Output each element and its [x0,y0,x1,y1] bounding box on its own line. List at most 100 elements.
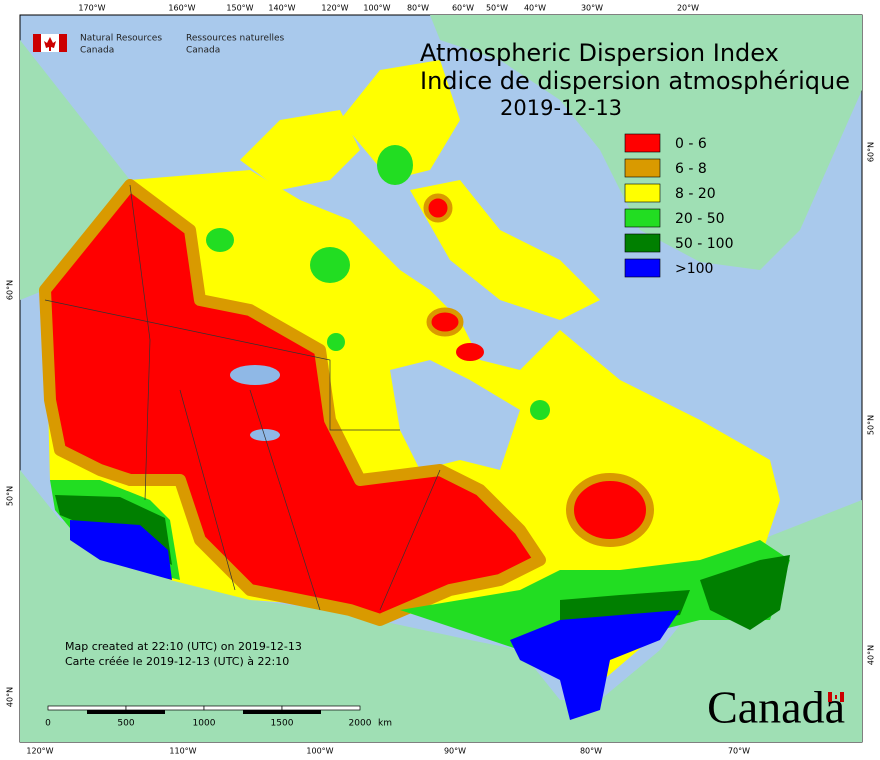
lat-label: 60°N [867,142,876,162]
zone-red [39,179,546,626]
legend-label: 6 - 8 [675,161,707,177]
scale-label: 1500 [271,719,294,729]
zone-red [566,473,654,547]
lon-label: 110°W [169,747,196,756]
scale-segment [243,710,282,714]
scale-label: 2000 [349,719,372,729]
legend-swatch [624,158,661,178]
border [179,389,236,591]
title-en: Atmospheric Dispersion Index [420,39,779,67]
legend: 0 - 6 6 - 8 8 - 20 20 - 50 50 - 100 >100 [624,133,734,278]
lon-label: 120°W [321,4,348,13]
wordmark: Canada [707,682,845,733]
wordmark-flag [828,692,844,702]
zone-darkgreen [700,555,790,630]
scale-segment [126,710,165,714]
lon-label: 100°W [306,747,333,756]
scale-bar: 0 500 1000 1500 2000 km [45,705,392,729]
baffin-island [410,180,600,320]
lat-label: 60°N [6,280,15,300]
legend-swatch [624,133,661,153]
lon-label: 20°W [677,4,699,13]
zone-red [426,307,464,337]
lon-label: 60°W [452,4,474,13]
flag-bar [59,34,67,52]
lon-label: 50°W [486,4,508,13]
lat-label: 40°N [867,645,876,665]
lon-label: 100°W [363,4,390,13]
flag [33,34,67,52]
scale-label: 1000 [193,719,216,729]
scale-segment [87,710,126,714]
lon-label: 170°W [78,4,105,13]
lat-label: 50°N [867,415,876,435]
lon-label: 80°W [580,747,602,756]
credit-en: Map created at 22:10 (UTC) on 2019-12-13 [65,640,302,653]
arctic-island [340,60,460,180]
org-fr: Ressources naturelles [186,34,285,44]
scale-segment [125,705,205,711]
zone-red [423,193,453,223]
legend-swatch [624,258,661,278]
zone-green [377,145,413,185]
arctic-island [240,110,360,190]
legend-swatch [624,208,661,228]
zone-green [400,540,790,650]
lake [250,429,280,441]
org-en: Natural Resources [80,34,162,44]
border [249,389,321,611]
scale-label: 500 [117,719,134,729]
scale-segment [47,705,127,711]
title-date: 2019-12-13 [500,96,622,120]
border [379,469,441,611]
lon-label: 150°W [226,4,253,13]
country-fr: Canada [186,46,220,56]
borders [44,184,441,611]
maple-leaf [835,695,837,699]
scale-label: 0 [45,719,51,729]
border [129,184,151,501]
legend-label: 50 - 100 [675,236,734,252]
lake [230,365,280,385]
scale-segment [282,710,321,714]
flag-bar [828,692,832,702]
graticule-labels: 170°W 160°W 150°W 140°W 120°W 100°W 80°W 60°W 50… [6,4,876,756]
scale-unit: km [378,719,392,729]
lon-label: 30°W [581,4,603,13]
credit-fr: Carte créée le 2019-12-13 (UTC) à 22:10 [65,655,289,668]
maple-leaf [44,37,56,51]
country-en: Canada [80,46,114,56]
legend-label: 20 - 50 [675,211,725,227]
scale-segment [203,705,283,711]
lon-label: 90°W [444,747,466,756]
flag-bar [840,692,844,702]
border [44,299,400,431]
zone-green [327,333,345,351]
zone-blue [510,610,680,720]
lon-label: 70°W [728,747,750,756]
lon-label: 160°W [168,4,195,13]
title-fr: Indice de dispersion atmosphérique [420,67,850,95]
lon-label: 40°W [524,4,546,13]
zone-green [206,228,234,252]
zone-green [530,400,550,420]
zone-green [310,247,350,283]
flag-bar [33,34,41,52]
lon-label: 80°W [407,4,429,13]
hudson-bay [390,360,520,470]
zone-red [456,343,484,361]
legend-swatch [624,233,661,253]
lon-label: 140°W [268,4,295,13]
lat-label: 50°N [6,486,15,506]
lat-label: 40°N [6,687,15,707]
legend-label: 8 - 20 [675,186,716,202]
scale-segment [281,705,361,711]
legend-label: >100 [675,261,713,277]
legend-label: 0 - 6 [675,136,707,152]
alaska [20,40,130,300]
legend-swatch [624,183,661,203]
lon-label: 120°W [26,747,53,756]
zone-blue [70,520,172,580]
usa [20,470,862,742]
